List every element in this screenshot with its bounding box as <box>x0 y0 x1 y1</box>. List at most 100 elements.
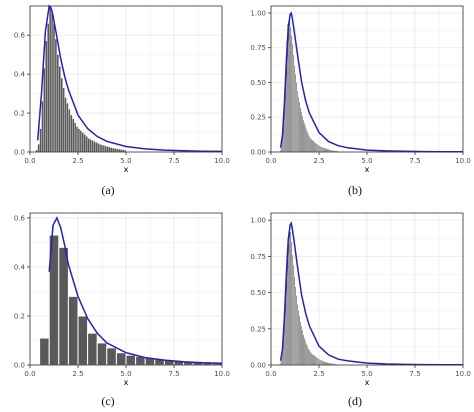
x-tick-label: 5.0 <box>120 370 131 378</box>
density-curve <box>279 11 463 153</box>
histogram-bar <box>98 144 102 153</box>
x-axis-label: x <box>124 165 129 172</box>
histogram-bar <box>74 122 77 153</box>
y-tick-label: 0.4 <box>14 263 26 271</box>
histogram-bar <box>118 148 121 153</box>
histogram-bar <box>43 68 46 153</box>
histogram-bar <box>70 114 73 153</box>
y-tick-label: 0.6 <box>14 32 26 40</box>
x-tick-label: 7.5 <box>409 157 420 165</box>
histogram-bar <box>81 132 84 153</box>
histogram-bar <box>83 134 86 153</box>
density-curve <box>279 221 463 366</box>
histogram-bar <box>62 87 65 153</box>
histogram-bar <box>72 118 75 153</box>
chart-panel-c: 0.0 2.5 5.0 7.5 10.0 0.0 0.2 0.4 0.6 x <box>14 212 230 387</box>
histogram-bar <box>108 146 111 153</box>
x-axis-label: x <box>365 378 370 387</box>
histogram-bar <box>37 144 40 153</box>
y-tick-label: 0.6 <box>14 214 26 222</box>
histogram-bar <box>97 143 100 153</box>
x-tick-label: 5.0 <box>120 157 131 165</box>
histogram-bar <box>115 352 127 366</box>
x-tick-label: 5.0 <box>361 370 372 378</box>
y-tick-label: 0.25 <box>250 325 266 333</box>
y-tick-label: 0.2 <box>14 110 25 118</box>
y-tick-label: 0.50 <box>250 79 266 87</box>
caption-b: (b) <box>348 183 362 197</box>
x-tick-label: 10.0 <box>214 157 230 165</box>
histogram-bar <box>96 342 108 366</box>
x-tick-label: 0.0 <box>265 370 276 378</box>
histogram-bar <box>41 101 44 153</box>
x-tick-label: 0.0 <box>24 370 35 378</box>
histogram-bar <box>45 40 48 153</box>
histogram-bar <box>60 77 63 153</box>
x-axis-label: x <box>365 165 370 172</box>
histogram-bar <box>47 23 50 153</box>
histogram-bar <box>104 146 107 153</box>
histogram-bar <box>67 295 79 366</box>
y-tick-label: 0.4 <box>14 71 26 79</box>
chart-panel-a: 0.0 2.5 5.0 7.5 10.0 0.0 0.2 0.4 0.6 x <box>14 4 230 172</box>
x-tick-label: 7.5 <box>168 370 179 378</box>
x-tick-label: 2.5 <box>72 157 83 165</box>
histogram-bar <box>79 130 82 153</box>
x-tick-label: 10.0 <box>455 370 471 378</box>
x-tick-label: 7.5 <box>409 370 420 378</box>
y-tick-label: 0.00 <box>250 362 266 370</box>
x-tick-label: 0.0 <box>265 157 276 165</box>
y-tick-label: 1.00 <box>250 9 266 17</box>
histogram-bar <box>106 347 117 366</box>
histogram-bar <box>89 139 92 153</box>
caption-d: (d) <box>348 394 362 408</box>
y-tick-label: 0.0 <box>14 149 25 157</box>
x-tick-label: 2.5 <box>313 370 324 378</box>
histogram-bar <box>50 11 54 153</box>
y-tick-label: 0.2 <box>14 312 25 320</box>
y-tick-label: 1.00 <box>250 217 266 225</box>
density-curve <box>48 216 223 365</box>
histogram-bar <box>87 138 90 153</box>
x-tick-label: 2.5 <box>313 157 324 165</box>
y-tick-label: 0.50 <box>250 289 266 297</box>
histogram-bar <box>52 23 56 153</box>
histogram-bar <box>75 126 79 153</box>
histogram-bar <box>58 66 61 153</box>
histogram-bar <box>64 97 67 153</box>
y-tick-label: 0.25 <box>250 114 266 122</box>
histogram-bar <box>85 136 88 153</box>
y-tick-label: 0.75 <box>250 44 266 52</box>
x-tick-label: 10.0 <box>214 370 230 378</box>
caption-a: (a) <box>101 183 115 197</box>
x-tick-label: 5.0 <box>361 157 372 165</box>
y-tick-label: 0.75 <box>250 253 266 261</box>
histogram-bar <box>91 140 94 153</box>
histogram-bar <box>95 142 98 153</box>
histogram-bar <box>39 128 42 153</box>
histogram-bar <box>54 38 58 153</box>
histogram-bar <box>106 146 109 153</box>
histogram-bar <box>77 128 81 153</box>
histogram-bar <box>93 141 96 153</box>
x-tick-label: 2.5 <box>72 370 83 378</box>
x-tick-label: 0.0 <box>24 157 35 165</box>
histogram-bar <box>58 246 69 366</box>
histogram-bar <box>77 315 89 366</box>
histogram-bar <box>49 7 52 153</box>
histogram-bar <box>56 54 59 153</box>
chart-panel-b: 0.0 2.5 5.0 7.5 10.0 0.00 0.25 0.50 0.75 1.00 x <box>250 5 471 172</box>
caption-c: (c) <box>101 394 115 408</box>
histogram-bar <box>112 147 115 153</box>
histogram-bar <box>110 147 113 153</box>
histogram-bar <box>102 145 106 153</box>
y-tick-label: 0.00 <box>250 149 266 157</box>
histogram-bar <box>116 148 119 153</box>
x-tick-label: 7.5 <box>168 157 179 165</box>
y-tick-label: 0.0 <box>14 362 25 370</box>
histogram-bar <box>125 354 137 366</box>
histogram-bar <box>114 148 117 153</box>
histogram-bar <box>39 337 50 366</box>
x-axis-label: x <box>124 378 129 387</box>
